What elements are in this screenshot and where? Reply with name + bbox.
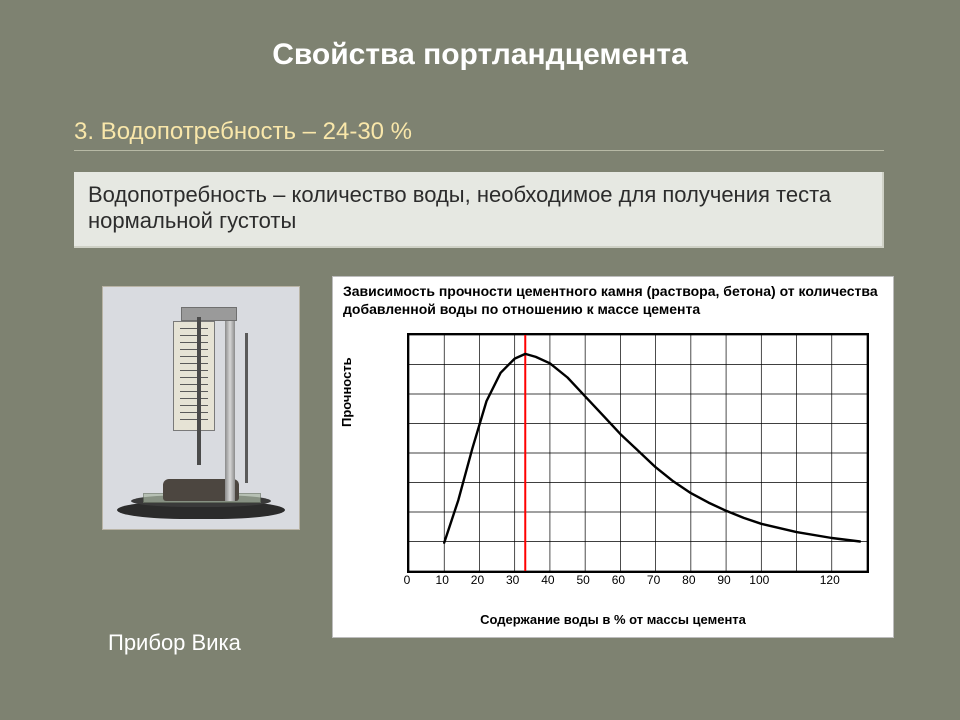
strength-chart: Зависимость прочности цементного камня (… xyxy=(332,276,894,638)
chart-x-tick: 70 xyxy=(647,573,660,587)
chart-x-tick: 0 xyxy=(404,573,411,587)
section-heading: 3. Водопотребность – 24-30 % xyxy=(74,118,884,151)
definition-box: Водопотребность – количество воды, необх… xyxy=(74,172,884,248)
apparatus-scale xyxy=(173,321,215,431)
apparatus-top-arm xyxy=(181,307,237,321)
chart-x-tick: 90 xyxy=(717,573,730,587)
chart-x-axis-label: Содержание воды в % от массы цемента xyxy=(333,612,893,627)
apparatus-column xyxy=(225,315,235,501)
chart-svg xyxy=(409,335,867,571)
chart-title: Зависимость прочности цементного камня (… xyxy=(343,283,885,318)
chart-x-tick: 20 xyxy=(471,573,484,587)
chart-x-tick: 60 xyxy=(612,573,625,587)
chart-x-tick: 10 xyxy=(436,573,449,587)
vicat-apparatus-image xyxy=(102,286,300,530)
chart-x-tick: 40 xyxy=(541,573,554,587)
chart-x-tick: 100 xyxy=(749,573,769,587)
apparatus-plunger-rod xyxy=(197,317,201,465)
chart-y-axis-label: Прочность xyxy=(339,357,354,427)
chart-x-tick: 120 xyxy=(820,573,840,587)
chart-x-tick: 80 xyxy=(682,573,695,587)
chart-x-tick: 50 xyxy=(576,573,589,587)
chart-plot-area xyxy=(407,333,869,573)
apparatus-side-rod xyxy=(245,333,248,483)
chart-x-tick: 30 xyxy=(506,573,519,587)
image-caption: Прибор Вика xyxy=(108,630,241,656)
chart-x-ticks: 0 10 20 30 40 50 60 70 80 90 100 120 xyxy=(407,573,865,597)
slide-title: Свойства портландцемента xyxy=(0,38,960,72)
